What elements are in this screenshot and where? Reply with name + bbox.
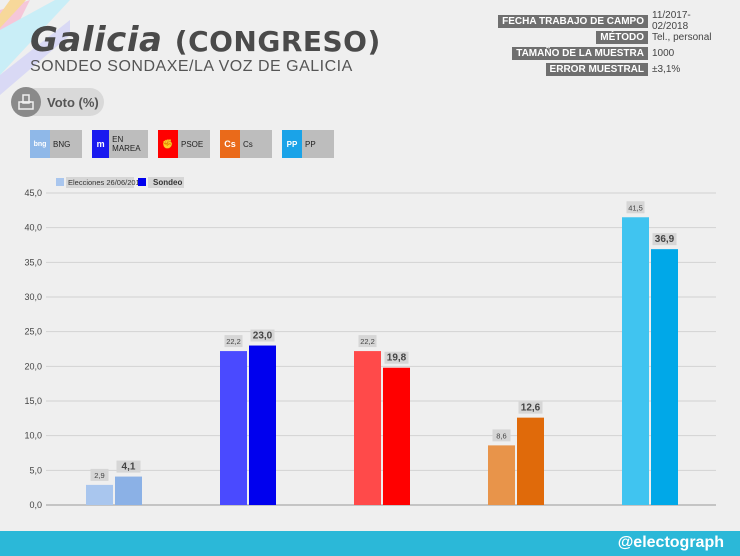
meta-key: ERROR MUESTRAL <box>545 62 648 76</box>
y-tick-label: 20,0 <box>24 361 42 371</box>
bar-en-marea-sondeo <box>249 345 276 505</box>
y-tick-label: 10,0 <box>24 431 42 441</box>
party-chip-en-marea[interactable]: m EN MAREA <box>92 130 148 158</box>
meta-key: FECHA TRABAJO DE CAMPO <box>498 14 648 28</box>
value-label: 2,9 <box>94 471 104 480</box>
party-chip-cs[interactable]: Cs Cs <box>220 130 272 158</box>
value-label-bg <box>116 460 141 473</box>
value-label-bg <box>250 329 275 342</box>
y-tick-label: 30,0 <box>24 292 42 302</box>
legend-label-elecciones: Elecciones 26/06/2016 <box>68 178 144 187</box>
value-label: 12,6 <box>521 403 541 414</box>
legend-label-bg <box>148 177 184 188</box>
meta-value: 1000 <box>652 47 675 59</box>
y-tick-label: 0,0 <box>29 500 42 510</box>
value-label-bg <box>358 335 377 348</box>
meta-row: TAMAÑO DE LA MUESTRA 1000 <box>498 46 714 60</box>
page-subtitle: SONDEO SONDAXE/LA VOZ DE GALICIA <box>30 58 353 75</box>
footer-bar: @electograph <box>0 531 740 556</box>
bar-chart: 0,0 5,0 10,0 15,0 20,0 25,0 30,0 35,0 40,0 45,0 E… <box>24 177 716 510</box>
legend-swatch-elecciones <box>56 178 64 186</box>
party-chip-pp[interactable]: PP PP <box>282 130 334 158</box>
party-chip-psoe[interactable]: ✊ PSOE <box>158 130 210 158</box>
meta-row: ERROR MUESTRAL ±3,1% <box>498 62 714 76</box>
vote-type-pill[interactable]: Voto (%) <box>11 87 104 117</box>
y-tick-label: 25,0 <box>24 327 42 337</box>
party-name: PP <box>305 139 316 149</box>
page-title: Galicia (CONGRESO) <box>30 20 381 60</box>
bar-cs-elecciones <box>488 445 515 505</box>
value-label-bg <box>90 468 109 481</box>
meta-value: Tel., personal <box>652 31 712 43</box>
party-legend: bng BNG m EN MAREA ✊ PSOE Cs Cs PP PP <box>30 130 344 158</box>
value-label: 36,9 <box>655 234 675 245</box>
pp-logo-icon: PP <box>282 130 302 158</box>
value-label-bg <box>492 429 511 442</box>
vote-type-label: Voto (%) <box>47 94 99 110</box>
cs-logo-icon: Cs <box>220 130 240 158</box>
value-label-bg <box>384 351 409 364</box>
party-name: EN MAREA <box>112 135 141 153</box>
value-label: 22,2 <box>226 337 241 346</box>
chart-legend: Elecciones 26/06/2016 Sondeo <box>56 177 184 188</box>
value-label-bg <box>518 401 543 414</box>
y-tick-label: 40,0 <box>24 223 42 233</box>
bar-pp-elecciones <box>622 217 649 505</box>
ballot-box-icon <box>11 87 41 117</box>
bar-pp-sondeo <box>651 249 678 505</box>
bng-logo-icon: bng <box>30 130 50 158</box>
legend-swatch-sondeo <box>138 178 146 186</box>
bar-psoe-elecciones <box>354 351 381 505</box>
bar-bng-elecciones <box>86 484 113 505</box>
value-label: 8,6 <box>496 431 506 440</box>
y-tick-label: 15,0 <box>24 396 42 406</box>
footer-handle: @electograph <box>617 534 724 551</box>
value-label: 4,1 <box>122 462 136 473</box>
bar-psoe-sondeo <box>383 367 410 505</box>
survey-meta: FECHA TRABAJO DE CAMPO 11/2017-02/2018 MÉ… <box>498 10 714 78</box>
corner-stripes-decoration <box>0 0 70 95</box>
party-chip-bng[interactable]: bng BNG <box>30 130 82 158</box>
party-name: PSOE <box>181 139 204 149</box>
value-label: 23,0 <box>253 331 273 342</box>
psoe-logo-icon: ✊ <box>158 130 178 158</box>
y-tick-label: 5,0 <box>29 465 42 475</box>
en-marea-logo-icon: m <box>92 130 110 158</box>
value-label: 19,8 <box>387 353 407 364</box>
legend-label-sondeo: Sondeo <box>153 178 182 187</box>
meta-value: ±3,1% <box>652 63 681 75</box>
y-tick-label: 35,0 <box>24 257 42 267</box>
bar-cs-sondeo <box>517 417 544 505</box>
meta-row: MÉTODO Tel., personal <box>498 30 714 44</box>
meta-key: TAMAÑO DE LA MUESTRA <box>512 46 648 60</box>
value-label-bg <box>224 335 243 348</box>
y-tick-label: 45,0 <box>24 188 42 198</box>
value-label-bg <box>626 201 645 214</box>
title-suffix: (CONGRESO) <box>174 25 381 58</box>
bar-bng-sondeo <box>115 476 142 505</box>
value-label: 41,5 <box>628 203 643 212</box>
meta-row: FECHA TRABAJO DE CAMPO 11/2017-02/2018 <box>498 10 714 32</box>
chart-bars: 2,9 4,1 22,2 23,0 22,2 19,8 8,6 12,6 41,5 36,9 <box>86 201 678 505</box>
party-name: Cs <box>243 139 253 149</box>
bar-en-marea-elecciones <box>220 351 247 505</box>
value-label-bg <box>652 233 677 246</box>
title-region: Galicia <box>30 20 163 60</box>
legend-label-bg <box>66 177 134 188</box>
value-label: 22,2 <box>360 337 375 346</box>
meta-key: MÉTODO <box>596 30 648 44</box>
meta-value: 11/2017-02/2018 <box>652 10 691 32</box>
party-name: BNG <box>53 139 71 149</box>
